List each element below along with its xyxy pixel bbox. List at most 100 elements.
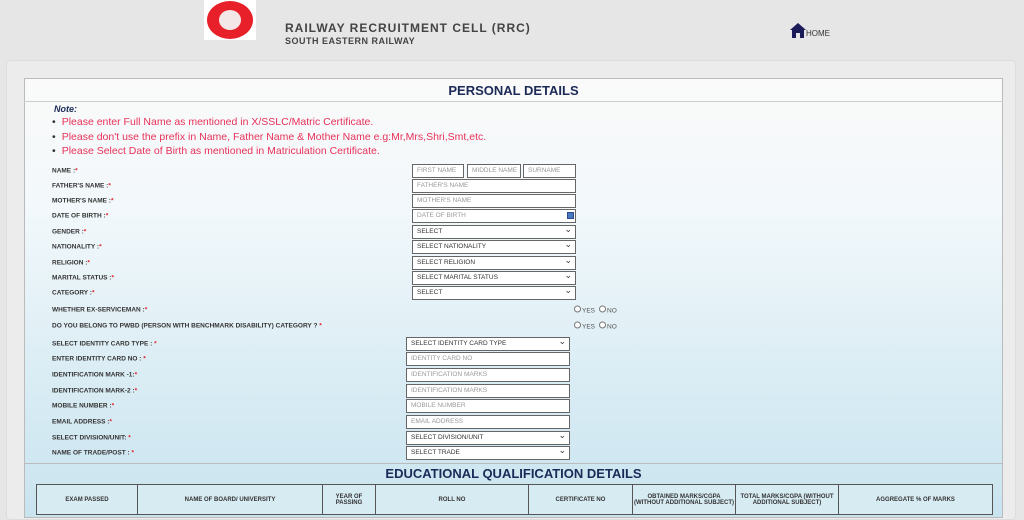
required-mark: * xyxy=(87,259,90,267)
name-label: NAME :* xyxy=(52,168,78,175)
exserviceman-label-text: WHETHER EX-SERVICEMAN : xyxy=(52,306,145,314)
name-label-text: NAME : xyxy=(52,167,76,175)
note-item: Please enter Full Name as mentioned in X… xyxy=(52,116,374,128)
nationality-select-value: SELECT NATIONALITY xyxy=(417,243,487,250)
father-label: FATHER'S NAME :* xyxy=(52,183,111,190)
site-title: RAILWAY RECRUITMENT CELL (RRC) xyxy=(285,21,531,35)
required-mark: * xyxy=(83,228,87,236)
home-link[interactable]: HOME xyxy=(790,23,830,38)
email-input[interactable]: EMAIL ADDRESS xyxy=(406,415,570,429)
trade-select[interactable]: SELECT TRADE xyxy=(406,444,570,460)
mobile-input[interactable]: MOBILE NUMBER xyxy=(406,399,570,413)
mother-label-text: MOTHER'S NAME : xyxy=(52,197,111,205)
father-input[interactable]: FATHER'S NAME xyxy=(412,179,576,193)
trade-select-value: SELECT TRADE xyxy=(411,449,460,456)
col-roll-no: ROLL NO xyxy=(375,484,529,515)
education-table: EXAM PASSED NAME OF BOARD/ UNIVERSITY YE… xyxy=(36,484,993,515)
idtype-label: SELECT IDENTITY CARD TYPE : * xyxy=(52,341,157,348)
category-label: CATEGORY :* xyxy=(52,290,95,297)
idtype-select-value: SELECT IDENTITY CARD TYPE xyxy=(411,340,507,347)
category-label-text: CATEGORY : xyxy=(52,289,92,297)
required-mark: * xyxy=(134,387,138,395)
required-mark: * xyxy=(111,274,114,282)
religion-select-value: SELECT RELIGION xyxy=(417,259,476,266)
exserviceman-no-radio[interactable]: NO xyxy=(599,305,617,315)
pwbd-label-text: DO YOU BELONG TO PWBD (PERSON WITH BENCH… xyxy=(52,322,320,330)
exserviceman-yes-radio[interactable]: YES xyxy=(574,305,595,315)
trade-label-text: NAME OF TRADE/POST : xyxy=(52,449,132,457)
required-mark: * xyxy=(110,197,114,205)
personal-details-title: PERSONAL DETAILS xyxy=(24,80,1003,102)
mark2-label-text: IDENTIFICATION MARK-2 : xyxy=(52,387,135,395)
category-select[interactable]: SELECT xyxy=(412,284,576,300)
religion-select[interactable]: SELECT RELIGION xyxy=(412,254,576,270)
mark1-label: IDENTIFICATION MARK -1:* xyxy=(52,372,137,379)
marital-select-value: SELECT MARITAL STATUS xyxy=(417,274,498,281)
required-mark: * xyxy=(144,306,148,314)
first-name-input[interactable]: FIRST NAME xyxy=(412,164,464,178)
email-label: EMAIL ADDRESS :* xyxy=(52,419,112,426)
division-label-text: SELECT DIVISION/UNIT: xyxy=(52,434,129,442)
middle-name-input[interactable]: MIDDLE NAME xyxy=(467,164,521,178)
required-mark: * xyxy=(128,434,131,442)
marital-select[interactable]: SELECT MARITAL STATUS xyxy=(412,269,576,285)
required-mark: * xyxy=(111,402,115,410)
mother-input[interactable]: MOTHER'S NAME xyxy=(412,194,576,208)
idno-label-text: ENTER IDENTITY CARD NO : xyxy=(52,355,144,363)
required-mark: * xyxy=(131,449,134,457)
note-label: Note: xyxy=(54,104,77,114)
mark1-input[interactable]: IDENTIFICATION MARKS xyxy=(406,368,570,382)
required-mark: * xyxy=(154,340,157,348)
mother-label: MOTHER'S NAME :* xyxy=(52,198,114,205)
col-obtained-marks: OBTAINED MARKS/CGPA (WITHOUT ADDITIONAL … xyxy=(632,484,736,515)
mark1-label-text: IDENTIFICATION MARK -1: xyxy=(52,371,135,379)
gender-label-text: GENDER : xyxy=(52,228,84,236)
col-exam-passed: EXAM PASSED xyxy=(36,484,138,515)
required-mark: * xyxy=(91,289,95,297)
site-subtitle: SOUTH EASTERN RAILWAY xyxy=(285,36,416,46)
required-mark: * xyxy=(143,355,146,363)
mobile-label: MOBILE NUMBER :* xyxy=(52,403,114,410)
category-select-value: SELECT xyxy=(417,289,443,296)
idno-label: ENTER IDENTITY CARD NO : * xyxy=(52,356,146,363)
division-select[interactable]: SELECT DIVISION/UNIT xyxy=(406,429,570,445)
col-certificate-no: CERTIFICATE NO xyxy=(528,484,633,515)
idno-input[interactable]: IDENTITY CARD NO xyxy=(406,352,570,366)
marital-label: MARITAL STATUS :* xyxy=(52,275,114,282)
pwbd-yes-radio[interactable]: YES xyxy=(574,321,595,331)
pwbd-no-radio[interactable]: NO xyxy=(599,321,617,331)
required-mark: * xyxy=(109,418,112,426)
pwbd-label: DO YOU BELONG TO PWBD (PERSON WITH BENCH… xyxy=(52,323,322,330)
religion-label-text: RELIGION : xyxy=(52,259,88,267)
father-label-text: FATHER'S NAME : xyxy=(52,182,109,190)
col-aggregate: AGGREGATE % OF MARKS xyxy=(838,484,993,515)
dob-label-text: DATE OF BIRTH : xyxy=(52,212,106,220)
gender-select[interactable]: SELECT xyxy=(412,223,576,239)
home-label: HOME xyxy=(806,29,830,38)
idtype-select[interactable]: SELECT IDENTITY CARD TYPE xyxy=(406,335,570,351)
pwbd-radio-group: YES NO xyxy=(574,321,617,331)
mobile-label-text: MOBILE NUMBER : xyxy=(52,402,112,410)
required-mark: * xyxy=(319,322,322,330)
marital-label-text: MARITAL STATUS : xyxy=(52,274,112,282)
col-year: YEAR OF PASSING xyxy=(322,484,376,515)
religion-label: RELIGION :* xyxy=(52,260,90,267)
required-mark: * xyxy=(134,371,138,379)
required-mark: * xyxy=(99,243,102,251)
email-label-text: EMAIL ADDRESS : xyxy=(52,418,110,426)
dob-label: DATE OF BIRTH :* xyxy=(52,213,108,220)
exserviceman-label: WHETHER EX-SERVICEMAN :* xyxy=(52,307,147,314)
division-label: SELECT DIVISION/UNIT: * xyxy=(52,435,131,442)
rrc-logo xyxy=(204,0,256,40)
division-select-value: SELECT DIVISION/UNIT xyxy=(411,434,484,441)
dob-input[interactable]: DATE OF BIRTH xyxy=(412,209,576,223)
surname-name-input[interactable]: SURNAME xyxy=(523,164,576,178)
required-mark: * xyxy=(105,212,109,220)
mark2-input[interactable]: IDENTIFICATION MARKS xyxy=(406,384,570,398)
calendar-icon[interactable] xyxy=(567,212,574,219)
gender-select-value: SELECT xyxy=(417,228,443,235)
required-mark: * xyxy=(108,182,111,190)
nationality-select[interactable]: SELECT NATIONALITY xyxy=(412,238,576,254)
exserviceman-radio-group: YES NO xyxy=(574,305,617,315)
note-item: Please Select Date of Birth as mentioned… xyxy=(52,145,380,157)
